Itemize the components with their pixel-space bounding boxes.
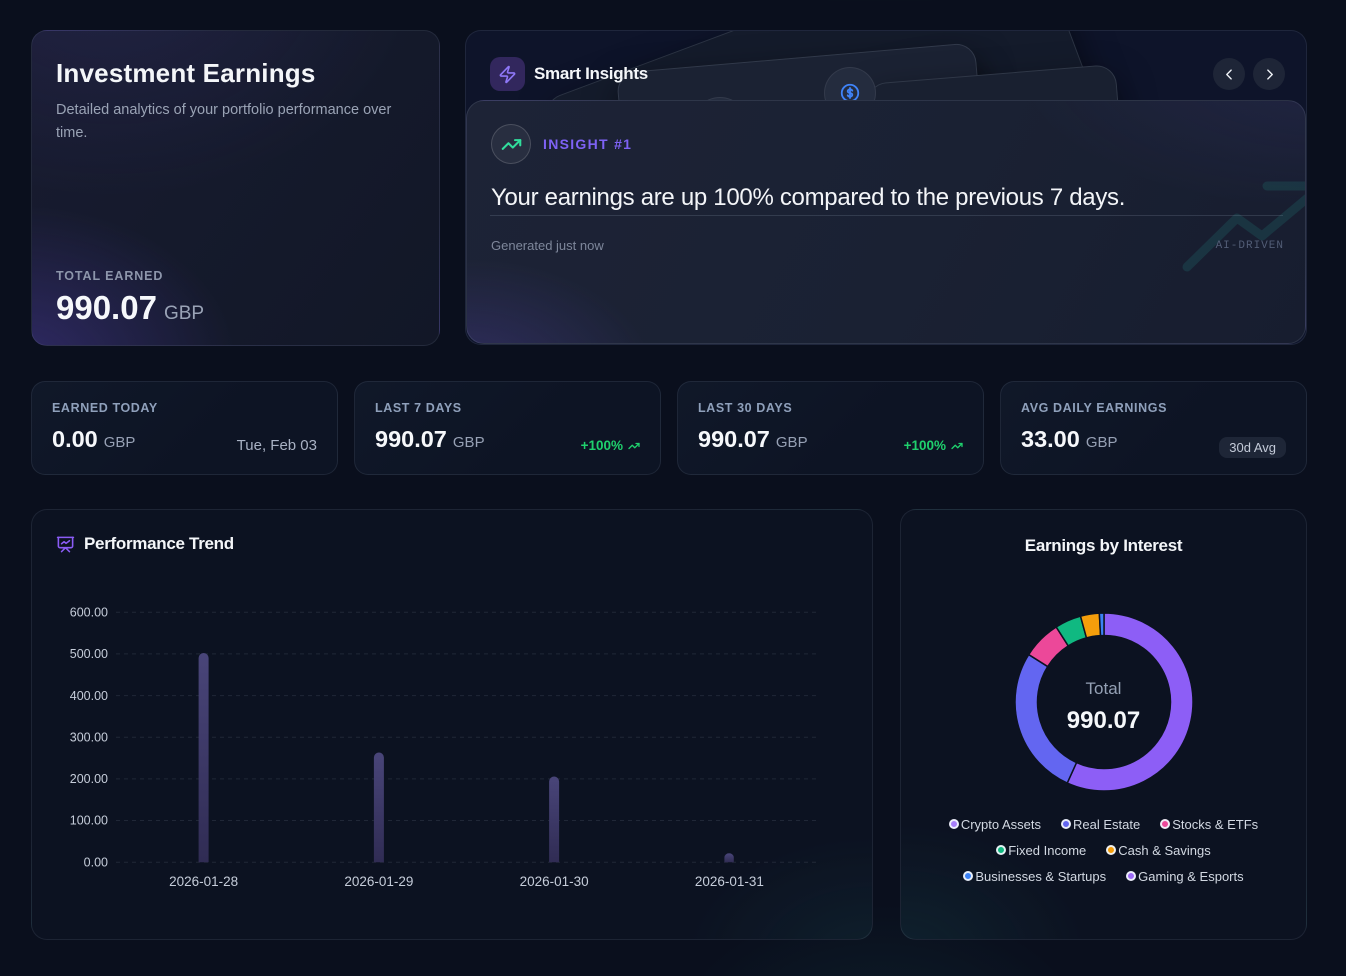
- svg-text:500.00: 500.00: [70, 647, 108, 661]
- svg-text:2026-01-31: 2026-01-31: [695, 874, 764, 889]
- svg-text:2026-01-30: 2026-01-30: [520, 874, 589, 889]
- svg-text:600.00: 600.00: [70, 606, 108, 620]
- svg-text:300.00: 300.00: [70, 730, 108, 744]
- svg-text:400.00: 400.00: [70, 689, 108, 703]
- svg-text:0.00: 0.00: [84, 855, 108, 869]
- svg-text:100.00: 100.00: [70, 814, 108, 828]
- svg-text:2026-01-29: 2026-01-29: [344, 874, 413, 889]
- svg-text:200.00: 200.00: [70, 772, 108, 786]
- svg-text:2026-01-28: 2026-01-28: [169, 874, 238, 889]
